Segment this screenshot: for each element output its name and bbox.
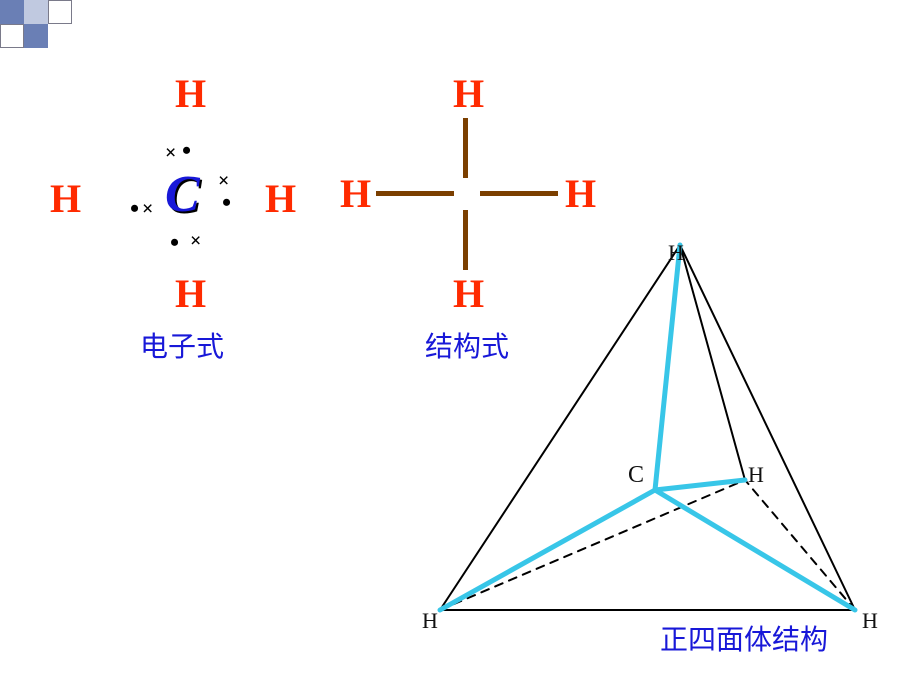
hydrogen-bottom: H (175, 270, 206, 317)
tetra-h-apex: H (668, 240, 684, 266)
tetrahedron-svg (410, 230, 890, 660)
hydrogen-right: H (565, 170, 596, 217)
tetra-h-back: H (748, 462, 764, 488)
lewis-label: 电子式 (140, 325, 224, 365)
tetra-h-bottom-right: H (862, 608, 878, 634)
hydrogen-top: H (175, 70, 206, 117)
hydrogen-top: H (453, 70, 484, 117)
lewis-structure: C C H H H H ×•×•×•×• 电子式 (30, 70, 320, 350)
tetrahedron-label: 正四面体结构 (660, 618, 828, 658)
tetra-c-center: C (628, 462, 644, 489)
tetrahedron-structure: H H H H C 正四面体结构 (410, 230, 890, 660)
tetra-h-bottom-left: H (422, 608, 438, 634)
hydrogen-right: H (265, 175, 296, 222)
hydrogen-left: H (50, 175, 81, 222)
carbon-main: C (165, 165, 200, 224)
slide-corner-decoration (0, 0, 100, 55)
hydrogen-left: H (340, 170, 371, 217)
